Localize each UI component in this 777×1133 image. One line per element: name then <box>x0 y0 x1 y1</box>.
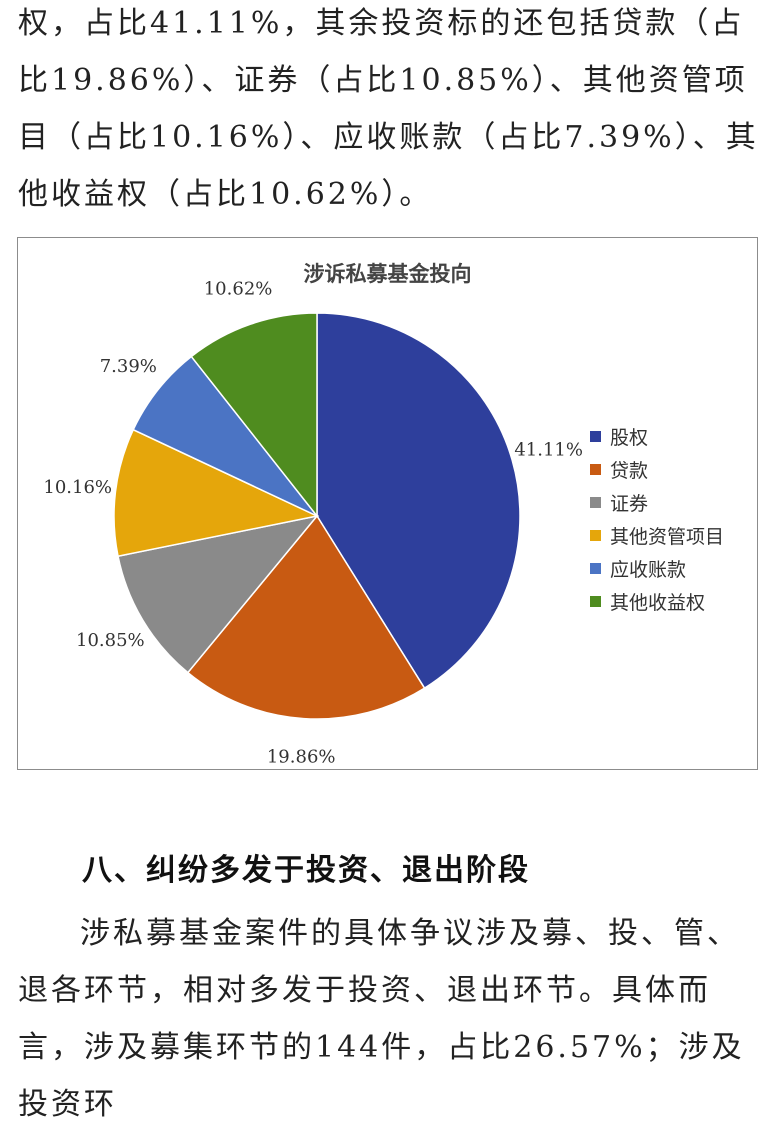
legend-swatch <box>590 563 601 574</box>
legend-label: 贷款 <box>610 460 649 482</box>
legend-swatch <box>590 497 601 508</box>
legend-label: 其他资管项目 <box>610 526 725 548</box>
section-heading: 八、纠纷多发于投资、退出阶段 <box>82 853 530 888</box>
legend-item: 证券 <box>590 486 724 519</box>
intro-paragraph: 权，占比41.11%，其余投资标的还包括贷款（占比19.86%）、证券（占比10… <box>18 6 759 212</box>
chart-title: 涉诉私募基金投向 <box>303 262 472 286</box>
legend-label: 证券 <box>610 493 649 515</box>
chart-legend: 股权贷款证券其他资管项目 应收账款其他收益权 <box>590 420 724 618</box>
legend-label: 应收账款 <box>610 559 687 581</box>
legend-label: 股权 <box>610 427 649 449</box>
legend-label: 其他收益权 <box>610 592 706 614</box>
legend-item: 应收账款 <box>590 552 724 585</box>
legend-swatch <box>590 431 601 442</box>
legend-swatch <box>590 596 601 607</box>
legend-swatch <box>590 464 601 475</box>
legend-item: 贷款 <box>590 453 724 486</box>
legend-item: 股权 <box>590 420 724 453</box>
legend-item: 其他资管项目 <box>590 519 724 552</box>
body-paragraph: 涉私募基金案件的具体争议涉及募、投、管、退各环节，相对多发于投资、退出环节。具体… <box>18 916 745 1122</box>
legend-swatch <box>590 530 601 541</box>
legend-item: 其他收益权 <box>590 585 724 618</box>
